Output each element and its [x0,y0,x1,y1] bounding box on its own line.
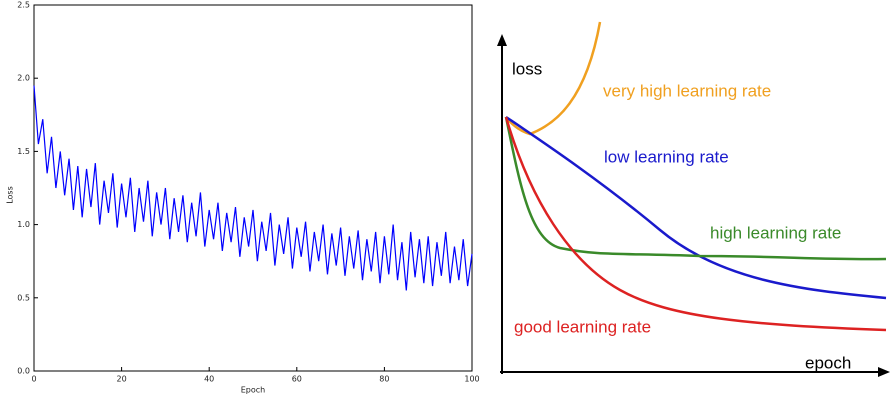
y-tick-label: 1.0 [17,220,30,229]
y-axis-label: Loss [6,186,15,204]
y-arrow [497,34,507,46]
loss-line [33,85,473,291]
x-tick-label: 60 [292,375,302,384]
y-tick-label: 2.5 [17,1,30,10]
plot-frame [33,4,473,372]
x-tick-label: 100 [464,375,479,384]
curve [504,116,887,261]
x-tick-label: 0 [31,375,36,384]
y-tick-label: 1.5 [17,147,30,156]
curve-label: high learning rate [710,223,841,242]
x-axis-label: Epoch [241,386,266,395]
x-tick-label: 20 [117,375,127,384]
x-tick-label: 80 [379,375,389,384]
x-tick-label: 40 [204,375,214,384]
x-axis-label: epoch [805,353,851,372]
curve-label: very high learning rate [603,81,771,100]
y-tick-label: 0.5 [17,293,30,302]
curve [505,21,602,136]
y-axis-label: loss [512,59,542,78]
curve-label: good learning rate [514,317,651,336]
y-tick-label: 2.0 [17,74,30,83]
y-tick-label: 0.0 [17,367,30,376]
curve [504,116,887,332]
x-arrow [878,367,890,377]
curve [505,115,887,300]
curve-label: low learning rate [604,147,729,166]
